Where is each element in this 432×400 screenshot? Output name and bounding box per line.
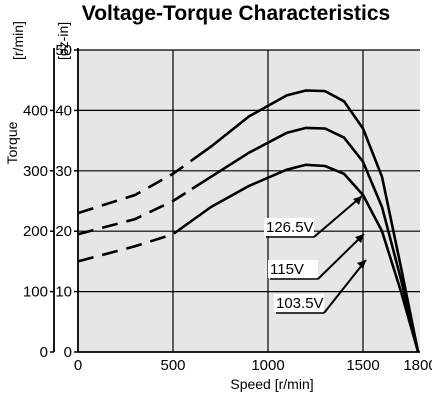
y2-tick-label-200: 200	[23, 223, 48, 240]
series-label-box-103.5V	[274, 294, 324, 312]
chart-title: Voltage-Torque Characteristics	[82, 2, 390, 25]
y-tick-label-40: 40	[55, 102, 72, 119]
series-label-box-126.5V	[264, 218, 314, 236]
y-tick-label-0: 0	[64, 344, 72, 361]
plot-background	[78, 50, 420, 352]
y-axis-label: Torque	[4, 121, 20, 164]
series-label-arrowhead-103.5V	[357, 260, 366, 269]
series-label-arrowhead-115V	[355, 234, 364, 243]
series-label-103.5V: 103.5V	[276, 295, 324, 312]
y2-tick-label-300: 300	[23, 163, 48, 180]
y-tick-label-20: 20	[55, 223, 72, 240]
series-126.5V-dashed	[77, 159, 193, 215]
y-tick-label-50: 50	[55, 42, 72, 59]
series-label-box-115V	[268, 260, 318, 278]
x-tick-label-0: 0	[74, 357, 82, 374]
y-tick-label-30: 30	[55, 163, 72, 180]
y-tick-label-10: 10	[55, 284, 72, 301]
series-103.5V-line	[176, 163, 420, 353]
x-tick-label-500: 500	[160, 357, 185, 374]
y2-tick-label-0: 0	[40, 344, 48, 361]
x-tick-label-1000: 1000	[251, 357, 284, 374]
plot-area: 0102030405001002003004000500100015001800…	[23, 42, 432, 374]
torque-unit-ozin: [oz-in]	[55, 22, 71, 60]
x-tick-label-1500: 1500	[346, 357, 379, 374]
series-label-115V: 115V	[270, 261, 304, 278]
y2-tick-label-400: 400	[23, 102, 48, 119]
series-115V-dashed	[77, 187, 193, 236]
series-label-arrowhead-126.5V	[353, 196, 362, 205]
x-tick-label-1800: 1800	[403, 357, 432, 374]
series-label-126.5V: 126.5V	[266, 219, 314, 236]
series-103.5V-dashed	[77, 230, 178, 263]
series-label-arrow-115V	[317, 233, 365, 280]
series-126.5V-line	[191, 89, 420, 353]
y2-tick-label-100: 100	[23, 284, 48, 301]
series-label-arrow-103.5V	[323, 259, 367, 314]
series-label-arrow-126.5V	[313, 195, 363, 238]
series-115V-line	[191, 126, 420, 353]
x-axis-label: Speed [r/min]	[230, 376, 313, 392]
torque-unit-rpm: [r/min]	[10, 21, 26, 60]
